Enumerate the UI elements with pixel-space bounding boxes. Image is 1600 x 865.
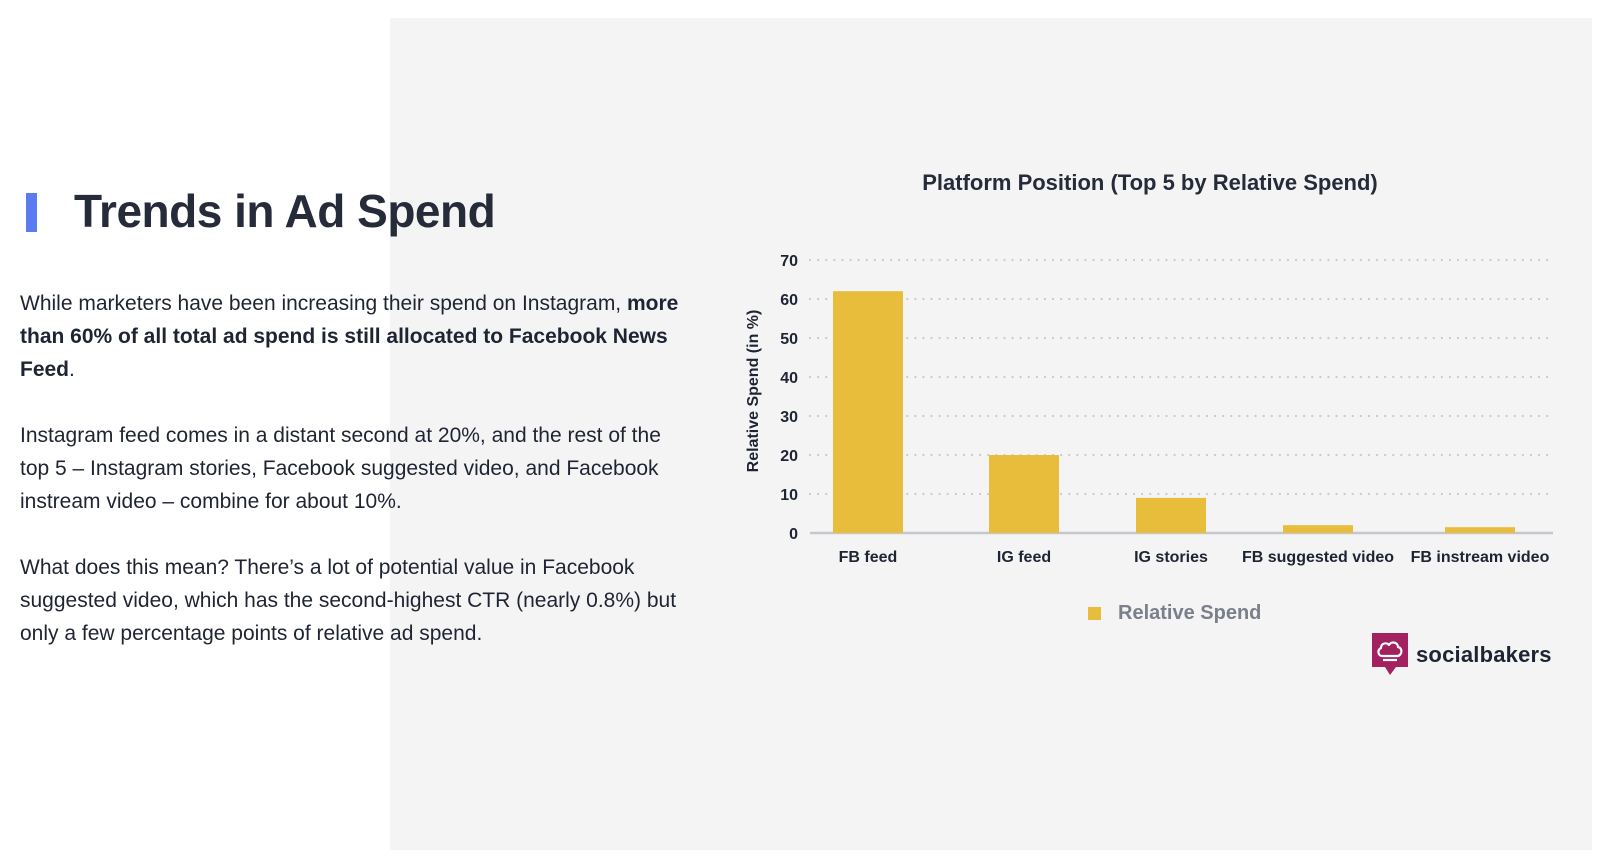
heading-accent-bar bbox=[26, 193, 37, 232]
y-axis-label: Relative Spend (in %) bbox=[745, 310, 762, 473]
y-tick-label: 30 bbox=[780, 409, 798, 426]
bar bbox=[1136, 497, 1206, 533]
chart-title: Platform Position (Top 5 by Relative Spe… bbox=[922, 170, 1378, 195]
bar bbox=[833, 291, 903, 533]
chart-panel-background bbox=[390, 18, 1592, 850]
paragraph-2: Instagram feed comes in a distant second… bbox=[20, 424, 661, 513]
paragraph-1-highlight: more than 60% of all total ad spend is s… bbox=[20, 292, 679, 381]
bar bbox=[1445, 527, 1515, 533]
paragraph-1: While marketers have been increasing the… bbox=[20, 287, 680, 386]
y-tick-label: 50 bbox=[780, 331, 798, 348]
legend-label: Relative Spend bbox=[1118, 602, 1262, 624]
y-tick-label: 40 bbox=[780, 370, 798, 387]
x-tick-label: FB instream video bbox=[1411, 549, 1550, 566]
x-tick-label: FB feed bbox=[839, 549, 898, 566]
brand-name: socialbakers bbox=[1416, 642, 1552, 667]
bar bbox=[989, 455, 1059, 533]
paragraph-1-intro: While marketers have been increasing the… bbox=[20, 292, 627, 315]
bar bbox=[1283, 525, 1353, 533]
chart-legend: Relative Spend bbox=[1088, 602, 1261, 625]
body-text: While marketers have been increasing the… bbox=[20, 287, 680, 683]
y-tick-label: 20 bbox=[780, 448, 798, 465]
y-tick-label: 10 bbox=[780, 487, 798, 504]
y-tick-label: 60 bbox=[780, 292, 798, 309]
page-title: Trends in Ad Spend bbox=[74, 185, 496, 237]
chef-hat-speech-bubble-icon bbox=[1372, 633, 1408, 675]
paragraph-3: What does this mean? There’s a lot of po… bbox=[20, 556, 677, 645]
x-tick-label: IG feed bbox=[997, 549, 1051, 566]
x-tick-label: IG stories bbox=[1134, 549, 1208, 566]
y-tick-label: 0 bbox=[789, 526, 798, 543]
socialbakers-brand: socialbakers bbox=[1372, 633, 1552, 677]
paragraph-1-end: . bbox=[69, 358, 75, 381]
legend-swatch bbox=[1088, 607, 1101, 620]
x-tick-label: FB suggested video bbox=[1242, 549, 1394, 566]
y-tick-label: 70 bbox=[780, 253, 798, 270]
